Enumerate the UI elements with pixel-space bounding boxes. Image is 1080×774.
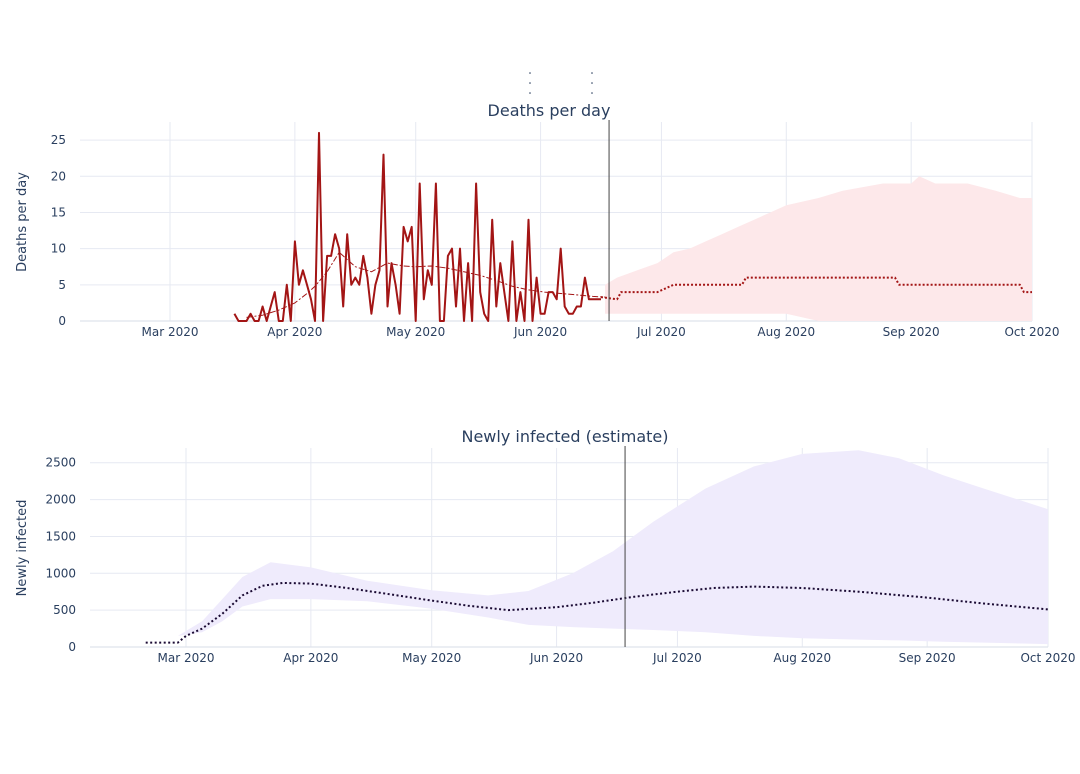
deaths-series-layer [233,120,1032,322]
infected-y-tick-label: 1500 [45,529,76,543]
infected-y-ticks: 0 500 1000 1500 2000 2500 [45,456,76,654]
infected-y-tick-label: 0 [68,640,76,654]
infected-series-layer [145,446,1049,647]
deaths-y-ticks: 0 5 10 15 20 25 [51,133,66,328]
deaths-x-tick-label: Mar 2020 [142,325,199,339]
deaths-y-tick-label: 5 [58,278,66,292]
infected-x-tick-label: Jul 2020 [652,651,702,665]
deaths-y-tick-label: 15 [51,205,66,219]
infected-band-layer [177,450,1048,645]
infected-x-tick-label: Sep 2020 [899,651,956,665]
deaths-smoothed-line [246,251,606,318]
deaths-x-ticks: Mar 2020 Apr 2020 May 2020 Jun 2020 Jul 2020… [142,325,1060,339]
infected-chart: Newly infected (estimate) Newly infected… [15,427,1076,665]
infected-x-tick-label: Aug 2020 [773,651,831,665]
deaths-y-tick-label: 25 [51,133,66,147]
deaths-chart: Deaths per day Deaths per day Mar 2020 Ap… [15,101,1060,339]
deaths-x-tick-label: Oct 2020 [1004,325,1059,339]
deaths-x-tick-label: May 2020 [386,325,445,339]
infected-y-tick-label: 1000 [45,566,76,580]
deaths-y-tick-label: 20 [51,169,66,183]
infected-x-tick-label: Oct 2020 [1020,651,1075,665]
deaths-y-axis-title: Deaths per day [15,172,30,272]
infected-y-axis-title: Newly infected [15,500,30,597]
infected-x-ticks: Mar 2020 Apr 2020 May 2020 Jun 2020 Jul 2020… [158,651,1076,665]
deaths-observed-line [233,131,601,322]
deaths-x-tick-label: Jun 2020 [513,325,567,339]
deaths-x-tick-label: Sep 2020 [883,325,940,339]
deaths-x-tick-label: Aug 2020 [757,325,815,339]
deaths-y-tick-label: 10 [51,242,66,256]
infected-estimate-line [145,581,1049,644]
infected-y-tick-label: 2000 [45,493,76,507]
infected-y-tick-label: 2500 [45,456,76,470]
deaths-chart-title: Deaths per day [488,101,611,120]
infected-x-tick-label: Apr 2020 [283,651,338,665]
infected-x-tick-label: May 2020 [402,651,461,665]
infected-x-tick-label: Jun 2020 [529,651,583,665]
infected-x-tick-label: Mar 2020 [158,651,215,665]
deaths-x-tick-label: Apr 2020 [267,325,322,339]
deaths-y-tick-label: 0 [58,314,66,328]
infected-uncertainty-band [177,450,1048,645]
infected-y-tick-label: 500 [53,603,76,617]
deaths-x-tick-label: Jul 2020 [636,325,686,339]
infected-chart-title: Newly infected (estimate) [461,427,668,446]
legend-dots [529,72,593,94]
